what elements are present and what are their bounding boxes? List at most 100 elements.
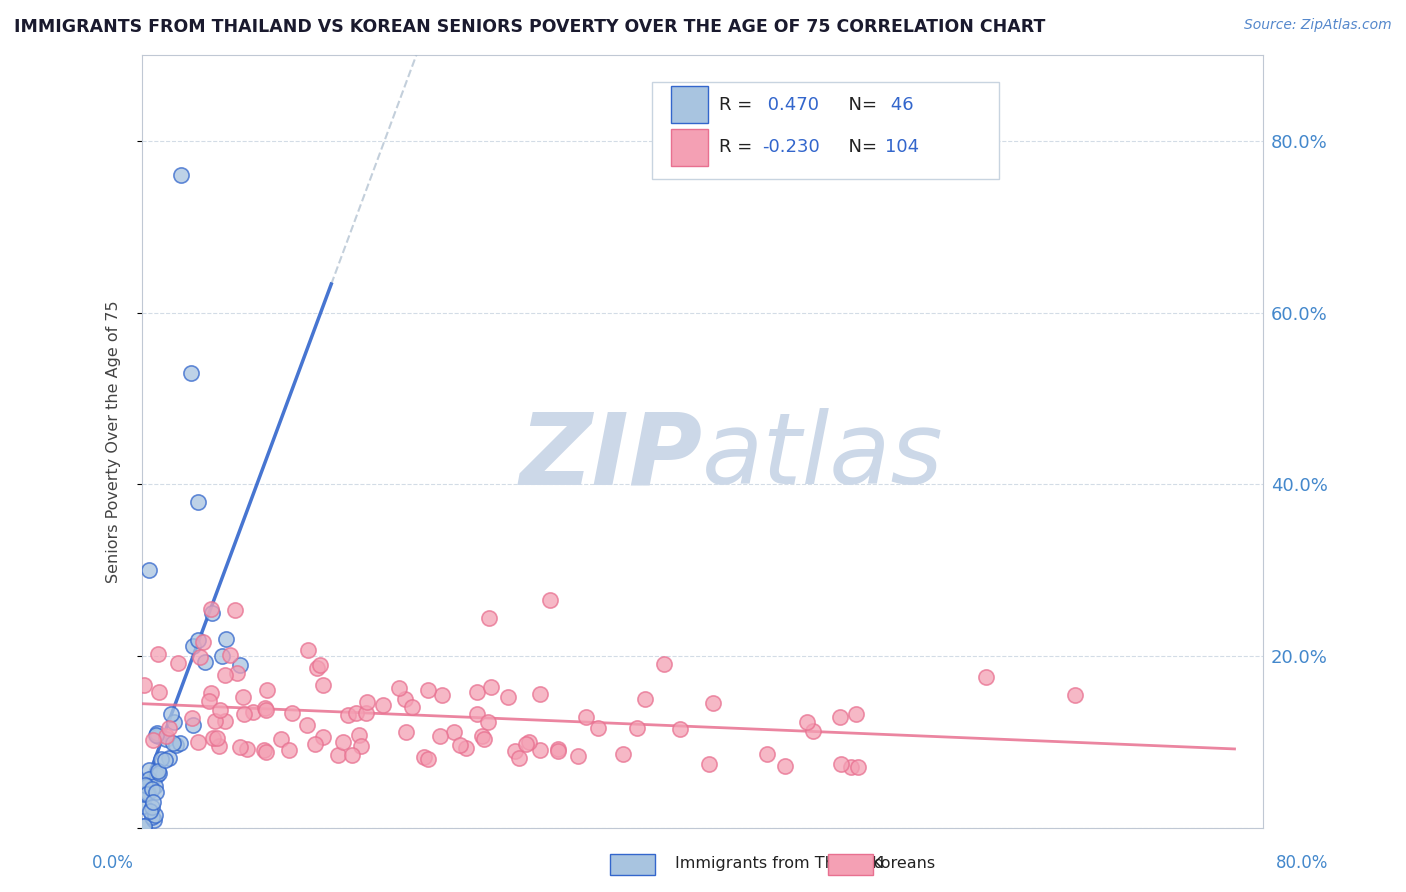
Point [270,732,292,747]
Point [188,650,211,665]
Point [138,563,160,577]
Point [326,747,349,762]
Point [626,721,648,735]
Point [586,721,609,735]
Point [295,718,318,732]
Point [142,795,165,809]
Point [356,695,378,709]
Point [354,706,377,720]
Point [205,731,228,745]
Point [148,729,170,743]
Point [157,751,180,765]
Point [214,714,236,729]
Point [187,633,209,648]
Point [202,731,225,746]
Point [349,728,371,742]
Point [132,787,155,801]
Point [503,744,526,758]
Point [146,726,169,740]
Point [312,677,335,691]
Point [702,696,724,710]
Text: R =: R = [720,95,758,114]
Point [477,714,499,729]
Point [350,739,373,753]
Point [304,737,326,751]
Point [846,759,869,773]
Point [472,732,495,747]
Point [471,729,494,743]
Text: atlas: atlas [703,409,943,506]
Point [191,635,214,649]
Point [141,800,163,814]
Point [669,722,692,736]
Point [145,785,167,799]
Point [132,819,155,833]
Point [208,739,231,753]
Point [181,639,204,653]
Point [796,714,818,729]
Point [141,810,163,824]
Point [132,798,155,813]
Point [232,690,254,705]
Point [841,759,863,773]
Point [208,703,231,717]
Text: N=: N= [837,138,883,156]
Point [281,706,304,721]
Point [412,750,434,764]
Text: ZIP: ZIP [519,409,703,506]
Point [187,494,209,508]
Point [215,632,238,646]
Point [211,648,233,663]
Point [145,807,167,822]
Point [219,648,242,663]
Point [146,768,169,782]
Point [143,814,166,828]
Point [1064,688,1087,702]
Point [138,772,160,786]
Point [155,729,177,743]
Point [136,786,159,800]
Point [200,602,222,616]
Point [344,706,367,721]
Point [134,778,156,792]
Text: 0.0%: 0.0% [91,855,134,872]
Point [181,711,204,725]
Point [830,757,852,772]
Point [170,169,193,183]
Point [136,787,159,801]
Point [132,819,155,833]
Text: 0.470: 0.470 [762,95,818,114]
Point [254,745,277,759]
Text: Koreans: Koreans [872,856,936,871]
Point [198,694,221,708]
Point [828,710,851,724]
Point [801,724,824,739]
Point [145,728,167,742]
Point [454,741,477,756]
Text: -0.230: -0.230 [762,138,820,156]
Point [443,724,465,739]
Point [200,686,222,700]
Point [141,782,163,797]
Point [976,670,998,684]
Point [479,680,502,694]
Point [307,661,329,675]
Point [845,707,868,722]
Point [308,658,330,673]
Point [775,759,797,773]
Point [278,743,301,757]
Point [139,804,162,818]
Point [478,610,501,624]
FancyBboxPatch shape [652,82,1000,178]
Point [204,714,226,728]
Point [167,657,190,671]
Point [634,692,657,706]
Text: N=: N= [837,95,883,114]
Point [142,733,165,747]
Text: R =: R = [720,138,758,156]
Point [163,715,186,730]
Text: 46: 46 [884,95,914,114]
Point [567,749,589,764]
Point [229,657,252,672]
Y-axis label: Seniors Poverty Over the Age of 75: Seniors Poverty Over the Age of 75 [107,301,121,582]
